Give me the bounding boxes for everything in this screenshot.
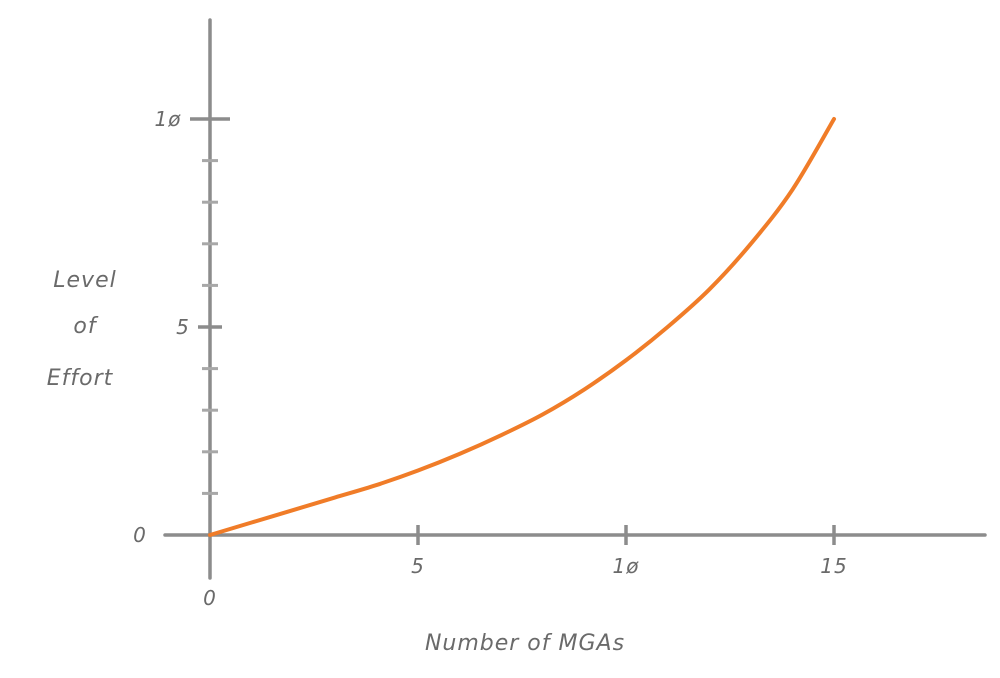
y-axis-label-line: Level: [53, 268, 116, 293]
series-group: [208, 117, 836, 537]
y-tick-label: 5: [176, 315, 190, 339]
x-tick-label: 1ø: [613, 554, 640, 578]
x-tick-label: 15: [820, 554, 847, 578]
origin-label: 0: [203, 586, 217, 610]
axis-labels: Number of MGAs Level of Effort: [47, 268, 625, 656]
y-tick-label: 1ø: [155, 107, 182, 131]
axes: [163, 18, 987, 580]
y-tick-label: 0: [133, 523, 147, 547]
series-line: [208, 117, 836, 537]
ticks: 0 5 1ø 5 1ø 15 0: [133, 107, 847, 610]
x-tick-label: 5: [411, 554, 425, 578]
y-axis-label-line: Effort: [47, 366, 114, 391]
x-axis-label: Number of MGAs: [425, 631, 625, 656]
y-axis-label-line: of: [73, 314, 98, 339]
